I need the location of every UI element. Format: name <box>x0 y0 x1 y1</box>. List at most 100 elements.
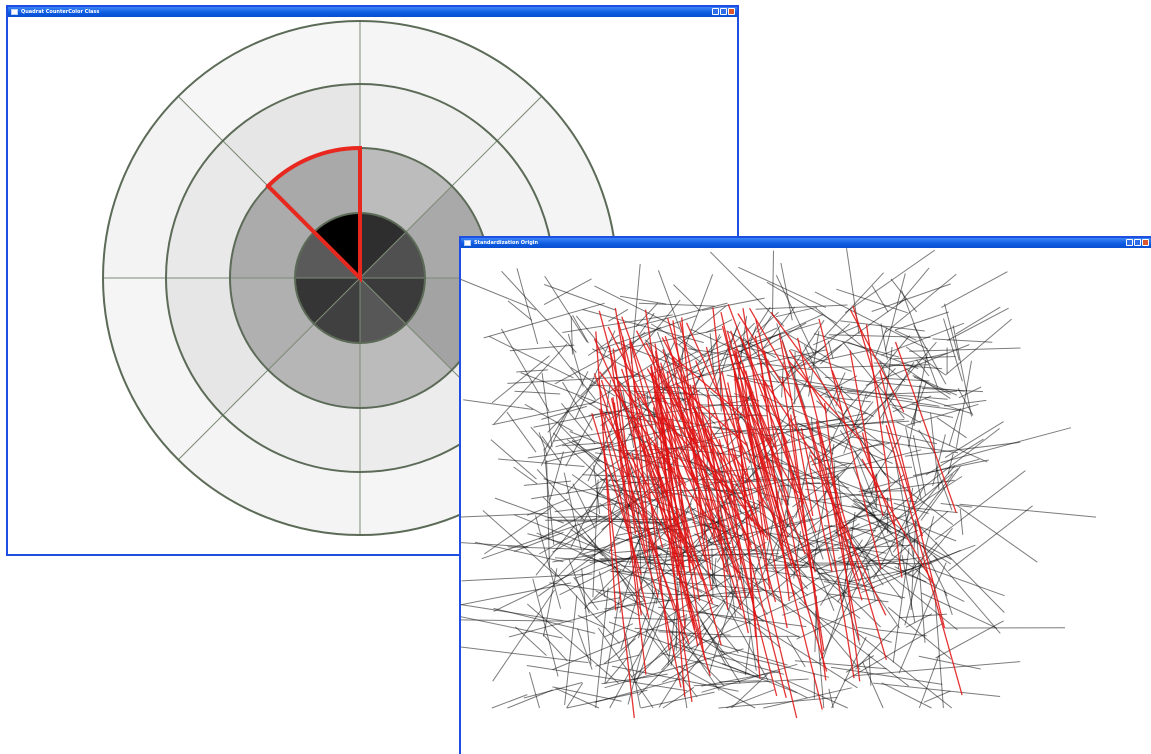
radial-canvas[interactable] <box>8 17 737 554</box>
segment <box>657 270 682 333</box>
segment <box>705 346 777 603</box>
red-segments <box>591 303 963 719</box>
segment <box>944 318 1012 376</box>
segment <box>493 561 597 612</box>
segment <box>865 344 970 386</box>
segment <box>638 302 715 307</box>
segment <box>654 446 717 528</box>
segment <box>693 406 767 538</box>
segment <box>738 313 824 353</box>
segment <box>652 444 714 604</box>
segment <box>679 322 747 599</box>
segment <box>762 306 796 350</box>
segment <box>684 327 778 372</box>
segment <box>915 519 926 643</box>
segment <box>859 438 886 476</box>
segment <box>707 394 729 610</box>
segment <box>798 422 893 464</box>
segment <box>894 311 949 331</box>
segment <box>873 362 943 370</box>
segment <box>814 529 919 571</box>
segment <box>677 336 707 358</box>
minimize-button[interactable] <box>712 8 719 15</box>
segment <box>737 313 793 401</box>
segment <box>732 454 777 520</box>
segment <box>852 661 1021 677</box>
segment <box>743 337 780 384</box>
segment <box>817 556 922 575</box>
segment <box>655 550 739 654</box>
segment <box>721 325 795 597</box>
segment <box>562 441 614 447</box>
segment <box>808 297 907 369</box>
radial-titlebar[interactable]: Quadrat CounterColor Class <box>8 7 737 17</box>
maximize-button[interactable] <box>1134 239 1141 246</box>
segment <box>786 680 848 709</box>
segment <box>754 441 789 537</box>
segment <box>619 423 639 495</box>
segment <box>840 533 958 631</box>
segment <box>815 307 906 383</box>
segment <box>713 557 717 584</box>
segment <box>550 567 620 644</box>
maximize-button[interactable] <box>720 8 727 15</box>
segment <box>879 362 915 419</box>
segment <box>543 478 639 510</box>
segment <box>640 691 715 709</box>
segment <box>529 672 540 709</box>
segment <box>538 497 641 555</box>
segment <box>871 283 951 312</box>
segment <box>814 291 929 350</box>
segment <box>567 333 584 387</box>
segment <box>535 515 562 609</box>
segment <box>882 428 1000 519</box>
segment <box>941 271 1008 308</box>
segment <box>891 406 922 424</box>
segment <box>944 399 987 407</box>
segment <box>923 690 951 703</box>
segment <box>868 653 872 686</box>
close-button[interactable] <box>1142 239 1149 246</box>
segment <box>943 591 953 615</box>
segment <box>667 628 725 687</box>
minimize-button[interactable] <box>1126 239 1133 246</box>
lines-titlebar[interactable]: Standardization Origin <box>461 238 1151 248</box>
segment <box>959 508 964 535</box>
segment <box>593 465 601 515</box>
segment <box>944 421 1004 459</box>
segment <box>494 497 564 524</box>
segment <box>461 616 563 639</box>
segment <box>607 328 723 353</box>
segment <box>618 591 678 625</box>
segment <box>823 402 861 682</box>
segment <box>535 523 577 576</box>
segment <box>461 619 563 622</box>
segment <box>881 470 954 525</box>
segment <box>893 356 956 360</box>
segment <box>689 428 732 553</box>
segment <box>788 360 860 440</box>
segment <box>802 482 838 485</box>
segment <box>730 330 782 476</box>
segment <box>882 353 947 369</box>
lines-canvas[interactable] <box>461 248 1151 754</box>
segment <box>909 516 1005 613</box>
segment <box>861 549 961 594</box>
segment <box>543 448 555 545</box>
segment <box>514 626 547 656</box>
segment <box>689 435 764 535</box>
segment <box>782 511 844 529</box>
segment <box>491 694 528 709</box>
segment <box>772 250 774 317</box>
segment <box>509 344 575 352</box>
segment <box>763 687 852 709</box>
segment <box>701 663 798 693</box>
segment <box>748 307 790 378</box>
close-button[interactable] <box>728 8 735 15</box>
segment <box>619 549 640 614</box>
segment <box>840 320 925 332</box>
segment <box>952 325 973 417</box>
segment <box>527 533 603 554</box>
radial-chart[interactable] <box>8 17 737 554</box>
segment <box>563 472 582 551</box>
